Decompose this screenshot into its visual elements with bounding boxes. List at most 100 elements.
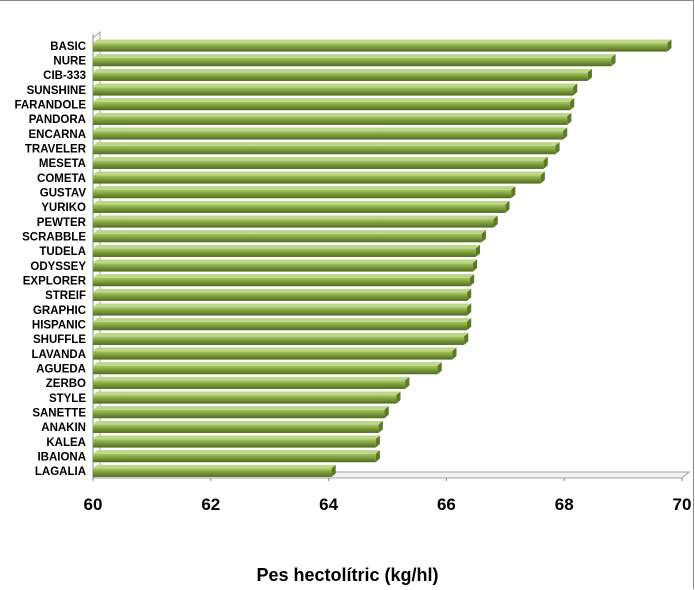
bar-top <box>93 98 575 102</box>
bar-top <box>93 83 578 88</box>
category-label: GUSTAV <box>40 188 87 200</box>
bar-top <box>93 54 616 58</box>
bar <box>93 87 574 96</box>
bar-end <box>396 391 401 404</box>
bar-top <box>93 318 472 322</box>
bar-top <box>93 406 389 410</box>
bar-end <box>331 464 336 477</box>
bar-end <box>475 244 481 257</box>
bar <box>93 468 332 477</box>
bar <box>93 380 406 389</box>
category-label: EXPLORER <box>23 276 87 288</box>
bar-top <box>93 156 548 161</box>
category-label: PEWTER <box>37 217 87 229</box>
bar-top <box>93 186 516 190</box>
bar-top <box>93 420 383 425</box>
bar <box>93 233 482 243</box>
bar-top <box>93 142 560 146</box>
bar-top <box>93 230 486 234</box>
category-label: HISPANIC <box>32 320 86 332</box>
bar-end <box>511 186 516 199</box>
x-tick-label: 68 <box>555 495 574 514</box>
bar-top <box>93 303 472 308</box>
bar <box>93 263 473 272</box>
bar <box>93 277 470 287</box>
category-label: AGUEDA <box>36 364 86 376</box>
bar <box>93 395 397 404</box>
x-tick-label: 70 <box>673 495 692 514</box>
bar-top <box>93 259 478 264</box>
bar <box>93 351 453 360</box>
bar-top <box>93 288 472 293</box>
bar-end <box>467 288 472 301</box>
bar-top <box>93 435 380 440</box>
x-axis-title: Pes hectolítric (kg/hl) <box>256 565 439 585</box>
category-label: CIB-333 <box>43 70 86 82</box>
bar <box>93 453 376 463</box>
bar <box>93 160 544 169</box>
bar <box>93 409 385 419</box>
bar-end <box>505 200 510 213</box>
bar-end <box>587 68 592 81</box>
bar <box>93 131 564 140</box>
bar-end <box>472 259 478 272</box>
bar <box>93 101 571 111</box>
bar-end <box>555 142 560 155</box>
category-label: LAGALIA <box>35 466 86 478</box>
bar-top <box>93 244 481 249</box>
category-label: TRAVELER <box>25 144 87 156</box>
category-label: KALEA <box>46 437 86 449</box>
category-label: IBAIONA <box>37 452 86 464</box>
bar <box>93 116 568 125</box>
category-label: SANETTE <box>32 408 86 420</box>
bar-top <box>93 464 336 469</box>
bar-end <box>469 274 475 287</box>
category-label: FARANDOLE <box>14 100 86 112</box>
bar <box>93 307 468 316</box>
bar-top <box>93 362 442 366</box>
category-label: ANAKIN <box>41 422 86 434</box>
bar-end <box>467 318 472 331</box>
category-label: TUDELA <box>39 246 86 258</box>
x-tick-label: 66 <box>437 495 456 514</box>
bar-end <box>464 332 469 345</box>
bar-end <box>573 83 578 96</box>
bar-end <box>378 420 383 433</box>
bar-top <box>93 127 568 132</box>
bar-top <box>93 376 410 381</box>
bar-top <box>93 112 572 117</box>
category-label: MESETA <box>39 158 86 170</box>
bar-top <box>93 68 592 73</box>
bar <box>93 189 512 199</box>
category-label: SCRABBLE <box>22 232 86 244</box>
x-tick-label: 64 <box>319 495 338 514</box>
bar <box>93 219 494 228</box>
bar-top <box>93 347 457 352</box>
bar-end <box>375 450 380 463</box>
category-label: ENCARNA <box>29 129 87 141</box>
bar-top <box>93 200 510 205</box>
category-label: SHUFFLE <box>33 334 86 346</box>
category-label: GRAPHIC <box>33 305 86 317</box>
bar-top <box>93 391 401 396</box>
category-label: PANDORA <box>29 114 86 126</box>
x-tick-label: 60 <box>84 495 103 514</box>
bar-end <box>467 303 472 316</box>
bar <box>93 321 468 331</box>
bar-top <box>93 274 475 278</box>
x-tick-label: 62 <box>201 495 220 514</box>
bar-top <box>93 215 498 220</box>
category-label: COMETA <box>37 173 86 185</box>
bar-end <box>452 347 457 360</box>
bar <box>93 292 468 301</box>
bar-end <box>405 376 410 389</box>
bar-end <box>437 362 442 375</box>
bar <box>93 145 556 155</box>
bar-top <box>93 39 672 44</box>
bar-end <box>667 39 672 52</box>
bar <box>93 439 376 448</box>
bar-end <box>384 406 389 419</box>
bar-end <box>567 112 572 125</box>
